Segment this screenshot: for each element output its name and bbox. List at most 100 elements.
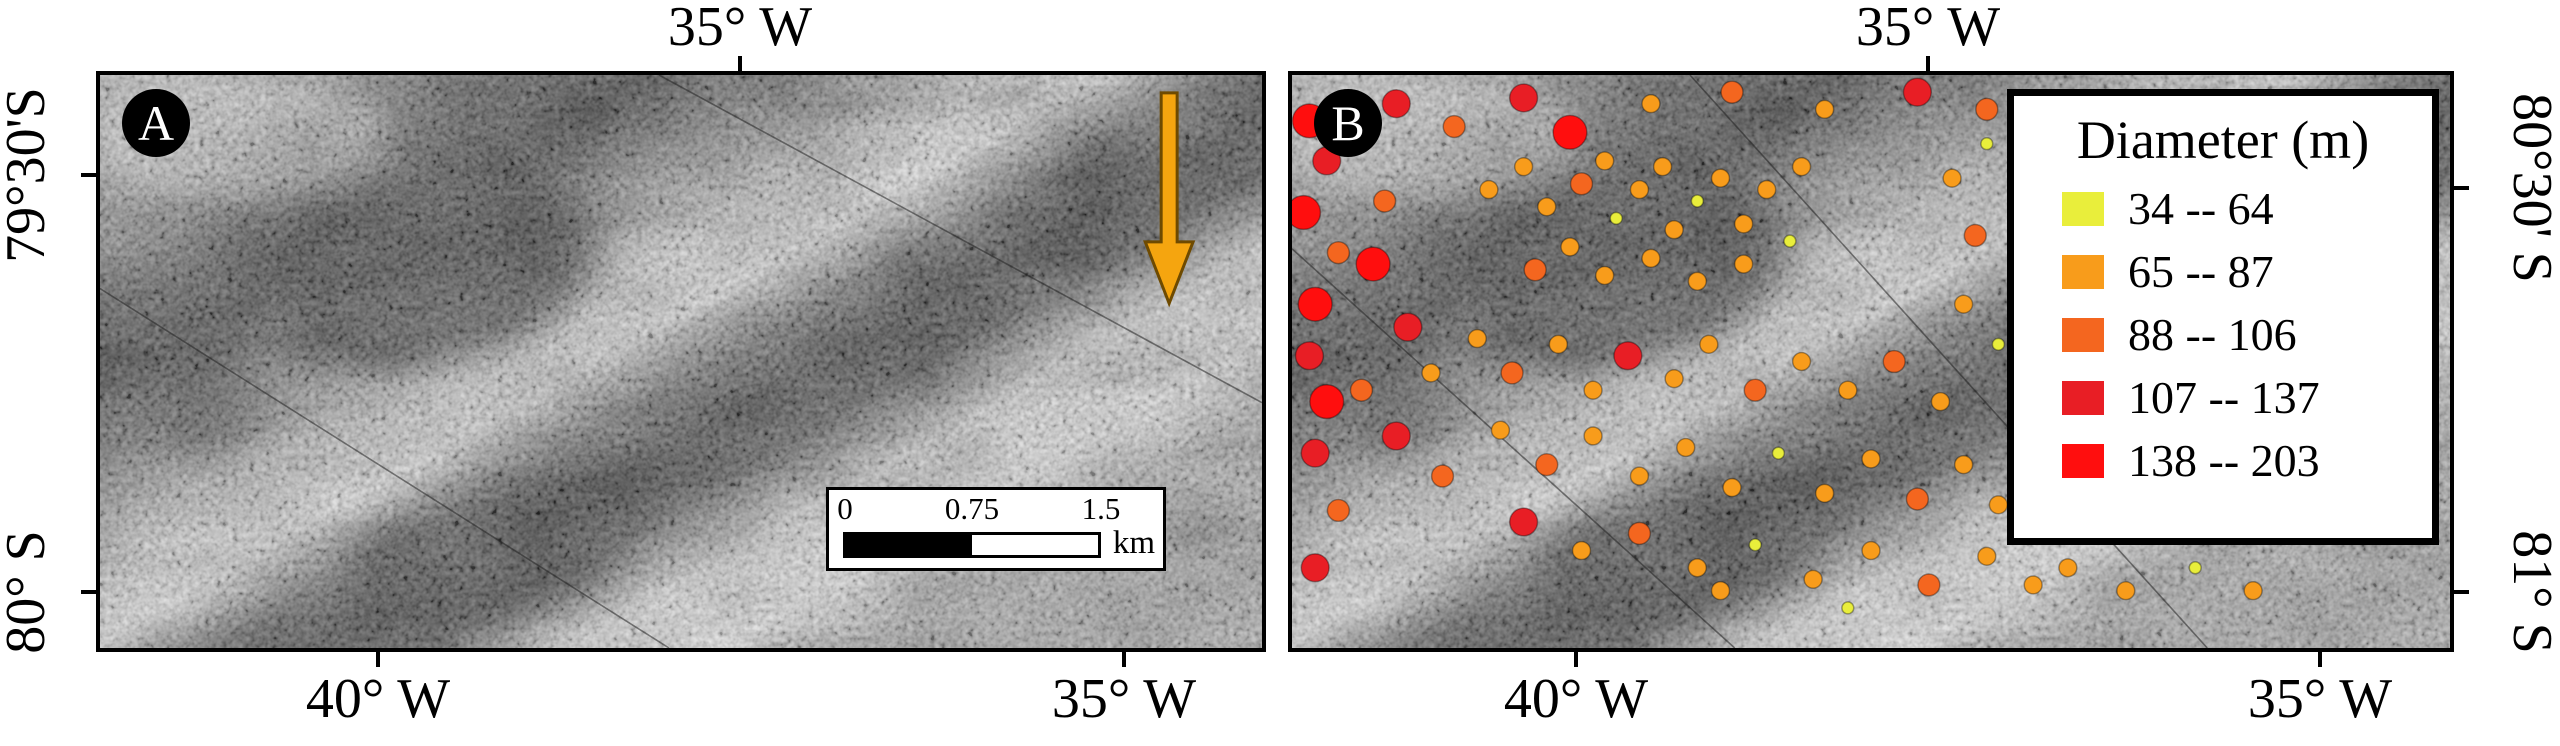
crater-dot	[1641, 248, 1661, 269]
scale-bar-white-segment	[972, 535, 1098, 555]
crater-dot	[2116, 581, 2136, 601]
crater-dot	[1757, 179, 1777, 200]
map-panel-b: B Diameter (m) 34 -- 64 65 -- 87 88 -- 106…	[1288, 71, 2454, 652]
crater-dots-layer	[1292, 77, 2263, 615]
crater-dot	[1508, 507, 1539, 537]
crater-dot	[1355, 246, 1391, 282]
graticule-tick	[376, 652, 380, 667]
crater-dot	[1569, 172, 1594, 196]
legend-class-label: 65 -- 87	[2128, 245, 2274, 297]
crater-dot	[1381, 421, 1411, 451]
crater-dot	[2243, 581, 2263, 601]
panel-b-bottom-lon-label-35: 35° W	[2247, 668, 2393, 730]
crater-dot	[1803, 569, 1823, 589]
crater-dot	[1690, 194, 1705, 208]
scale-tick-15: 1.5	[1081, 491, 1121, 526]
panel-a-badge: A	[122, 89, 190, 157]
legend-row: 107 -- 137	[2062, 371, 2432, 423]
crater-dot	[1699, 334, 1719, 355]
scale-tick-0: 0	[837, 491, 853, 526]
legend-class-label: 107 -- 137	[2128, 371, 2320, 423]
crater-dot	[1748, 538, 1762, 552]
crater-dot	[1710, 581, 1731, 601]
crater-dot	[1627, 521, 1652, 546]
panel-b-bottom-lon-label-40: 40° W	[1503, 668, 1649, 730]
crater-dot	[1548, 334, 1569, 355]
crater-dot	[1977, 546, 1997, 567]
crater-dot	[1479, 179, 1499, 200]
crater-dot	[1942, 168, 1962, 188]
crater-dot	[1300, 553, 1330, 583]
crater-dot	[1917, 573, 1941, 597]
panel-b-lat-label-bottom: 81° S	[2501, 530, 2560, 654]
crater-dot	[1500, 361, 1524, 385]
crater-dot	[1535, 453, 1559, 477]
crater-dot	[1838, 380, 1858, 400]
crater-dot	[1988, 495, 2009, 515]
crater-dot	[1720, 80, 1744, 104]
graticule-tick	[1574, 652, 1578, 667]
satellite-basemap-a	[100, 75, 1262, 648]
crater-dot	[1975, 97, 1999, 122]
crater-dot	[1349, 378, 1374, 402]
crater-dot	[1641, 94, 1661, 114]
panel-b-top-lon-label: 35° W	[1855, 0, 2001, 58]
crater-dot	[1508, 83, 1539, 113]
crater-dot	[1814, 99, 1835, 120]
scale-tick-075: 0.75	[944, 491, 1000, 526]
panel-a-bottom-lon-label-35: 35° W	[1051, 668, 1197, 730]
graticule-tick	[2454, 590, 2469, 594]
satellite-basemap-b	[1292, 75, 2450, 648]
legend-swatch	[2062, 317, 2104, 352]
crater-dot	[2188, 561, 2202, 575]
legend-row: 138 -- 203	[2062, 437, 2432, 483]
crater-dot	[1552, 114, 1588, 150]
scale-bar: 0 0.75 1.5 km	[826, 487, 1166, 571]
crater-dot	[1372, 189, 1397, 213]
crater-dot	[1467, 328, 1487, 349]
crater-dot	[1814, 483, 1835, 503]
annotation-down-arrow-icon	[1143, 91, 1196, 308]
crater-dot	[1326, 240, 1351, 265]
crater-dot	[1783, 234, 1797, 248]
crater-dot	[1629, 466, 1650, 486]
crater-dot	[1629, 179, 1650, 200]
crater-dot	[1664, 368, 1684, 389]
scale-bar-black-segment	[846, 535, 972, 555]
legend-row: 88 -- 106	[2062, 308, 2432, 360]
legend: Diameter (m) 34 -- 64 65 -- 87 88 -- 106 10…	[2007, 89, 2439, 545]
crater-dot	[1676, 437, 1696, 458]
crater-dot	[1326, 498, 1351, 523]
crater-dot	[1297, 286, 1333, 322]
crater-dot	[1421, 363, 1441, 383]
panel-a-lat-label-bottom: 80° S	[0, 530, 57, 654]
panel-a-badge-letter: A	[137, 95, 175, 151]
crater-dot	[1687, 558, 1707, 578]
panel-a-top-lon-label: 35° W	[667, 0, 813, 58]
crater-dot	[1294, 341, 1325, 371]
graticule-lines	[1292, 75, 2208, 648]
crater-dot	[1571, 540, 1592, 561]
crater-dot	[1652, 156, 1673, 177]
graticule-lines	[100, 75, 1262, 648]
crater-dot	[1381, 89, 1411, 119]
graticule-tick	[2454, 186, 2469, 190]
legend-class-label: 88 -- 106	[2128, 308, 2297, 360]
crater-dot	[1594, 151, 1615, 171]
crater-dot	[1523, 258, 1547, 282]
crater-dot	[1963, 223, 1987, 248]
crater-dot	[1771, 446, 1786, 460]
crater-dot	[2058, 558, 2078, 578]
crater-dot	[1902, 77, 1933, 107]
crater-dot	[1609, 211, 1623, 226]
panel-b-badge: B	[1314, 89, 1382, 157]
crater-dot	[1791, 156, 1812, 177]
graticule-tick	[1122, 652, 1126, 667]
panel-a-bottom-lon-label-40: 40° W	[305, 668, 451, 730]
crater-dot	[1594, 265, 1615, 286]
crater-dot	[1841, 601, 1855, 615]
crater-dot	[1722, 477, 1742, 498]
legend-class-label: 34 -- 64	[2128, 182, 2274, 234]
crater-dot	[1537, 197, 1557, 217]
